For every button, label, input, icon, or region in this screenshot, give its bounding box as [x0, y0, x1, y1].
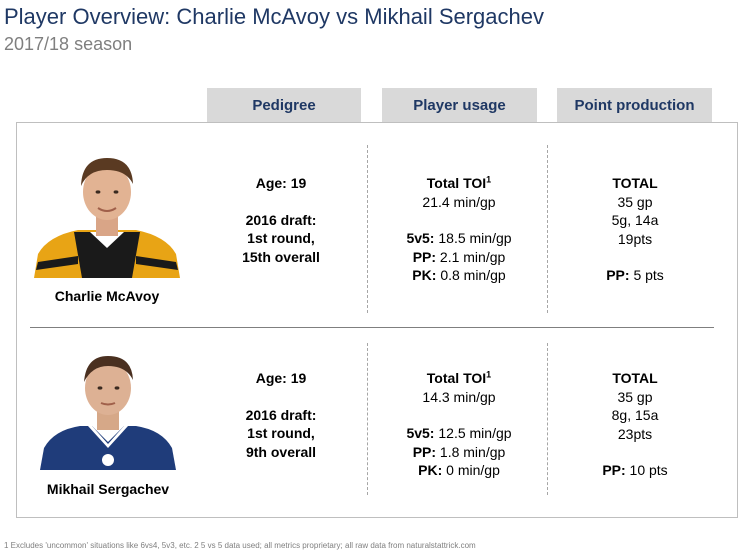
- goals-assists: 5g, 14a: [611, 212, 659, 228]
- toi-value: 21.4 min/gp: [422, 193, 496, 210]
- pk-label: PK:: [418, 462, 443, 478]
- total-label: TOTAL: [612, 370, 658, 386]
- draft-round: 1st round,: [247, 425, 315, 441]
- games-played: 35 gp: [617, 388, 653, 405]
- page-title: Player Overview: Charlie McAvoy vs Mikha…: [4, 4, 544, 29]
- footnote-marker: 1: [486, 174, 492, 185]
- pp-points-value: 5 pts: [633, 267, 664, 283]
- comparison-panel: [16, 122, 738, 518]
- page-subtitle: 2017/18 season: [4, 34, 133, 54]
- total-points: 23pts: [617, 425, 653, 442]
- games-played: 35 gp: [617, 193, 653, 210]
- goals-assists: 8g, 15a: [611, 407, 659, 423]
- ev-label: 5v5:: [406, 425, 435, 441]
- draft-pick: 15th overall: [242, 248, 320, 265]
- draft-year: 2016 draft:: [245, 406, 317, 423]
- usage-cell: Total TOI1 21.4 min/gp 5v5: 18.5 min/gp …: [372, 174, 546, 285]
- draft-year: 2016 draft:: [245, 211, 317, 228]
- toi-value: 14.3 min/gp: [422, 388, 496, 405]
- pp-label: PP:: [412, 248, 437, 265]
- toi-label: Total TOI: [426, 370, 487, 386]
- column-header-usage: Player usage: [382, 88, 537, 122]
- pp-points-label: PP:: [606, 267, 630, 283]
- row-divider: [30, 327, 714, 328]
- total-label: TOTAL: [612, 175, 658, 191]
- pp-value: 1.8 min/gp: [439, 443, 506, 460]
- column-divider: [547, 343, 548, 495]
- pedigree-cell: Age: 19 2016 draft: 1st round, 9th overa…: [220, 369, 342, 461]
- column-divider: [367, 343, 368, 495]
- pk-value: 0.8 min/gp: [440, 267, 506, 283]
- pk-label: PK:: [412, 267, 437, 283]
- column-header-points: Point production: [557, 88, 712, 122]
- column-divider: [547, 145, 548, 313]
- age: Age: 19: [255, 370, 307, 386]
- footnote-marker: 1: [486, 369, 492, 380]
- total-points: 19pts: [617, 230, 653, 247]
- column-header-pedigree: Pedigree: [207, 88, 361, 122]
- toi-label: Total TOI: [426, 175, 487, 191]
- pp-points-label: PP:: [602, 462, 626, 478]
- points-cell: TOTAL 35 gp 5g, 14a 19pts PP: 5 pts: [555, 174, 715, 285]
- ev-label: 5v5:: [406, 230, 435, 246]
- usage-cell: Total TOI1 14.3 min/gp 5v5: 12.5 min/gp …: [372, 369, 546, 480]
- pp-value: 2.1 min/gp: [439, 248, 506, 265]
- footnote: 1 Excludes 'uncommon' situations like 6v…: [4, 541, 476, 550]
- draft-pick: 9th overall: [245, 443, 317, 460]
- ev-value: 18.5 min/gp: [438, 230, 512, 246]
- pk-value: 0 min/gp: [446, 462, 500, 478]
- player-headshot-mcavoy-icon: [34, 152, 180, 278]
- pp-points-value: 10 pts: [629, 462, 668, 478]
- points-cell: TOTAL 35 gp 8g, 15a 23pts PP: 10 pts: [555, 369, 715, 480]
- draft-round: 1st round,: [247, 230, 315, 246]
- column-divider: [367, 145, 368, 313]
- player-name: Charlie McAvoy: [54, 288, 160, 304]
- ev-value: 12.5 min/gp: [438, 425, 512, 441]
- player-name: Mikhail Sergachev: [46, 481, 170, 497]
- pedigree-cell: Age: 19 2016 draft: 1st round, 15th over…: [220, 174, 342, 266]
- age: Age: 19: [255, 175, 307, 191]
- player-headshot-sergachev-icon: [40, 350, 176, 470]
- pp-label: PP:: [412, 443, 437, 460]
